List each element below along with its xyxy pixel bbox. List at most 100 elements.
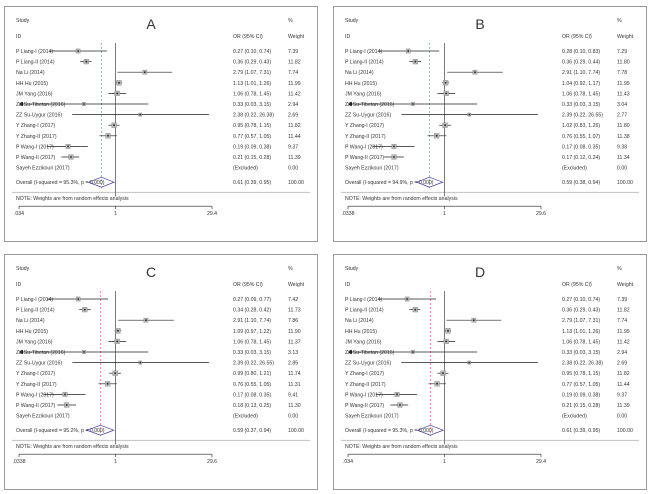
- study-point: [436, 382, 438, 385]
- study-point: [67, 145, 70, 148]
- x-tick-label: 29.4: [207, 211, 217, 217]
- study-weight: 11.39: [288, 155, 301, 161]
- study-label: P Liang-I (2014): [345, 297, 382, 303]
- header-weight: Weight: [288, 34, 305, 40]
- study-point: [399, 404, 401, 406]
- forest-panel-b: B Study ID OR (95% CI)% Weight P Liang-I (201…: [333, 6, 647, 242]
- study-weight: 7.78: [617, 70, 627, 76]
- study-or-ci: 0.77 (0.57, 1.05): [562, 382, 600, 388]
- study-or-ci: 0.95 (0.78, 1.15): [562, 371, 600, 377]
- study-label: P Liang-II (2014): [16, 60, 55, 66]
- study-label: P Liang-I (2014): [16, 297, 53, 303]
- study-label: P Wang-II (2017): [345, 403, 384, 409]
- study-point: [407, 50, 410, 52]
- study-weight: 11.39: [617, 403, 630, 409]
- forest-plot-a: A Study ID OR (95% CI)% Weight P Liang-I (201…: [12, 16, 310, 217]
- header-study: Study: [16, 18, 30, 24]
- study-or-ci: 0.77 (0.57, 1.05): [233, 134, 271, 140]
- note-text: NOTE: Weights are from random effects an…: [345, 444, 458, 450]
- overall-diamond: [86, 424, 115, 436]
- study-point: [414, 60, 417, 63]
- header-or-ci: OR (95% CI): [233, 34, 263, 40]
- x-tick-label: 29.6: [207, 459, 217, 465]
- study-point: [139, 361, 142, 364]
- study-or-ci: 1.13 (1.01, 1.26): [233, 81, 271, 87]
- study-or-ci: 1.13 (1.01, 1.26): [562, 329, 600, 335]
- study-label: HH Hu (2015): [16, 329, 48, 335]
- x-tick-label: 1: [114, 211, 117, 217]
- study-point: [468, 113, 471, 116]
- study-label: P Wang-I (2017): [16, 144, 54, 150]
- overall-diamond: [87, 176, 115, 188]
- study-label: P Wang-II (2017): [345, 155, 384, 161]
- study-label: ZZ Su-Uygur (2016): [16, 361, 62, 367]
- study-point: [106, 382, 109, 385]
- panel-label: A: [146, 16, 156, 32]
- study-or-ci: (Excluded): [562, 166, 587, 172]
- study-label: ZZ Su-Uygur (2016): [345, 113, 391, 119]
- study-label: JM Yang (2016): [345, 339, 382, 345]
- study-or-ci: 0.99 (0.80, 1.21): [233, 371, 271, 377]
- study-label: Y Zhang-II (2017): [345, 134, 386, 140]
- ci-left-arrow: [19, 349, 23, 355]
- study-label: P Wang-I (2017): [345, 144, 383, 150]
- study-point: [396, 393, 399, 396]
- overall-weight: 100.00: [617, 428, 633, 434]
- overall-weight: 100.00: [617, 180, 633, 186]
- study-point: [393, 156, 395, 158]
- study-or-ci: 2.39 (0.22, 26.55): [233, 361, 274, 367]
- study-point: [444, 81, 447, 84]
- study-weight: 11.34: [617, 155, 630, 161]
- note-text: NOTE: Weights are from random effects an…: [345, 196, 458, 202]
- study-or-ci: 0.19 (0.09, 0.38): [233, 144, 271, 150]
- study-point: [414, 308, 417, 311]
- study-point: [116, 340, 119, 343]
- study-weight: 11.73: [288, 308, 301, 314]
- forest-panel-d: D Study ID OR (95% CI)% Weight P Liang-I (201…: [333, 254, 647, 490]
- study-weight: 11.37: [288, 339, 301, 345]
- forest-plot-b: B Study ID OR (95% CI)% Weight P Liang-I (201…: [341, 16, 639, 217]
- study-point: [113, 124, 115, 127]
- header-id: ID: [345, 282, 350, 288]
- study-or-ci: 0.17 (0.08, 0.35): [233, 392, 271, 398]
- study-label: Sayeh Ezzikouri (2017): [345, 414, 399, 420]
- header-study: Study: [345, 266, 359, 272]
- x-tick-label: 29.4: [536, 459, 546, 465]
- study-point: [107, 134, 109, 137]
- study-label: P Wang-II (2017): [16, 155, 55, 161]
- study-weight: 7.86: [288, 318, 298, 324]
- study-or-ci: 1.06 (0.78, 1.45): [562, 91, 600, 97]
- study-or-ci: 0.21 (0.15, 0.28): [562, 403, 600, 409]
- study-or-ci: 2.79 (1.07, 7.31): [562, 318, 600, 324]
- study-label: ZZ Su-Uygur (2016): [16, 113, 62, 119]
- study-or-ci: 1.06 (0.78, 1.45): [233, 91, 271, 97]
- x-tick-label: 1: [114, 459, 117, 465]
- study-label: HH Hu (2015): [345, 81, 377, 87]
- overall-label: Overall (I-squared = 95.3%, p = 0.000): [16, 180, 105, 186]
- study-point: [447, 329, 449, 332]
- study-weight: 7.39: [288, 49, 298, 55]
- header-percent: %: [288, 266, 293, 272]
- study-label: Y Zhang-II (2017): [16, 382, 57, 388]
- study-weight: 11.99: [617, 81, 630, 87]
- study-point: [472, 319, 475, 322]
- study-label: ZZ Su-Tibetan (2016): [16, 102, 66, 108]
- header-id: ID: [16, 282, 21, 288]
- study-weight: 0.00: [617, 414, 627, 420]
- study-or-ci: 0.36 (0.29, 0.43): [233, 60, 271, 66]
- study-or-ci: 1.04 (0.92, 1.17): [562, 81, 600, 87]
- study-or-ci: 2.91 (1.10, 7.74): [233, 318, 271, 324]
- ci-left-arrow: [348, 349, 352, 355]
- study-point: [406, 298, 409, 300]
- study-label: P Wang-I (2017): [16, 392, 54, 398]
- study-point: [118, 81, 120, 84]
- header-or-ci: OR (95% CI): [562, 282, 592, 288]
- study-label: Na Li (2014): [345, 318, 374, 324]
- study-weight: 11.99: [288, 81, 301, 87]
- study-or-ci: 0.27 (0.09, 0.77): [233, 297, 271, 303]
- study-weight: 11.80: [617, 123, 630, 129]
- study-label: Y Zhang-I (2017): [345, 371, 384, 377]
- study-or-ci: 0.19 (0.09, 0.38): [562, 392, 600, 398]
- study-weight: 11.80: [617, 60, 630, 66]
- study-label: Y Zhang-I (2017): [345, 123, 384, 129]
